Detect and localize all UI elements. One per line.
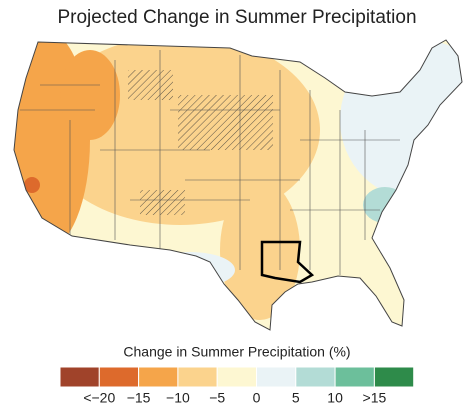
legend-swatch: [59, 366, 100, 388]
very-dry-region: [60, 50, 120, 140]
louisiana-outline: [260, 240, 315, 284]
legend-label: 0: [253, 390, 261, 406]
legend-label: >15: [363, 390, 387, 406]
wet-region: [145, 252, 235, 288]
hatch-area: [128, 70, 173, 100]
dry-region: [220, 180, 300, 320]
hatch-area: [178, 95, 273, 150]
state-lines: [20, 50, 400, 275]
legend-swatch: [373, 366, 415, 388]
map-title: Projected Change in Summer Precipitation: [57, 7, 416, 28]
legend-label: −10: [166, 390, 190, 406]
legend-swatch: [256, 366, 297, 388]
legend-swatch: [98, 366, 140, 388]
legend-label: 10: [327, 390, 343, 406]
driest-region: [24, 177, 40, 193]
legend-swatch: [334, 366, 375, 388]
legend-label: −15: [127, 390, 151, 406]
legend-swatch: [216, 366, 257, 388]
legend-label: −5: [209, 390, 225, 406]
legend-swatch: [177, 366, 218, 388]
legend-label: <−20: [83, 390, 115, 406]
map: [14, 40, 462, 330]
legend: <−20 −15 −10 −5 0 5 10 >15: [59, 366, 415, 406]
wetter-region: [363, 187, 407, 223]
legend-label: 5: [292, 390, 300, 406]
legend-swatch: [295, 366, 336, 388]
hatch-area: [140, 190, 185, 215]
legend-swatch: [138, 366, 179, 388]
legend-title: Change in Summer Precipitation (%): [123, 344, 350, 360]
